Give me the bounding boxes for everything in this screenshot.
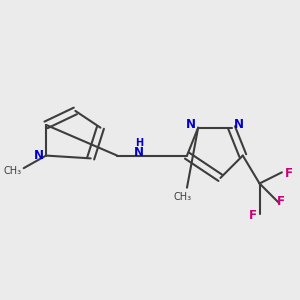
Text: F: F: [249, 209, 256, 222]
Text: F: F: [277, 195, 285, 208]
Text: F: F: [285, 167, 293, 180]
Text: N: N: [34, 149, 44, 162]
Text: CH₃: CH₃: [4, 166, 22, 176]
Text: CH₃: CH₃: [174, 192, 192, 203]
Text: N: N: [134, 146, 144, 159]
Text: H: H: [136, 138, 144, 148]
Text: N: N: [186, 118, 196, 131]
Text: N: N: [234, 118, 244, 131]
